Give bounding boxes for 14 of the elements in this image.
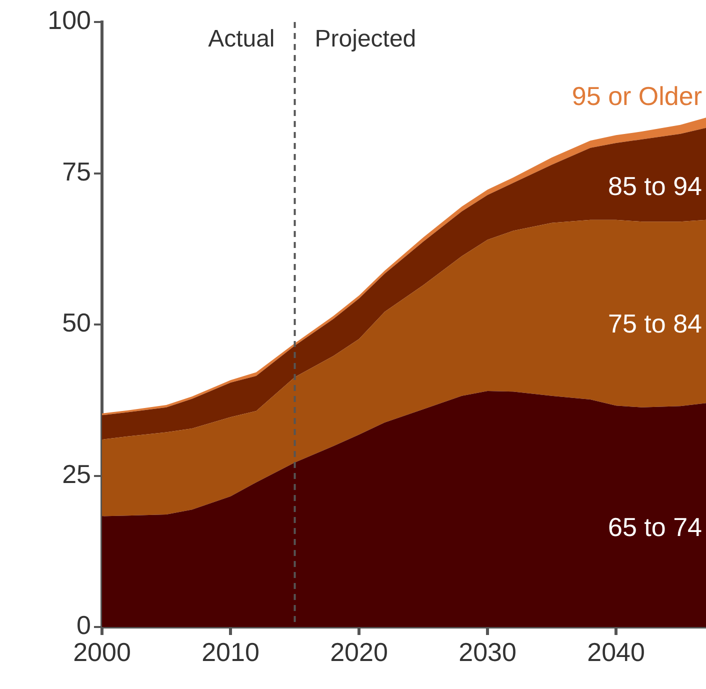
annotation: Actual [208, 26, 275, 53]
y-tick-label: 100 [48, 5, 91, 36]
y-tick-label: 25 [62, 458, 91, 489]
y-tick-label: 50 [62, 308, 91, 338]
x-tick-label: 2040 [587, 636, 645, 667]
series-label: 95 or Older [572, 80, 702, 111]
annotation: Projected [314, 26, 416, 53]
y-tick-label: 75 [62, 156, 91, 186]
x-tick-label: 2020 [330, 636, 388, 667]
series-label: 65 to 74 [608, 512, 702, 542]
x-tick-label: 2010 [202, 636, 260, 667]
x-tick-label: 2030 [458, 636, 516, 667]
series-label: 85 to 94 [608, 171, 702, 202]
series-label: 75 to 84 [608, 308, 702, 339]
